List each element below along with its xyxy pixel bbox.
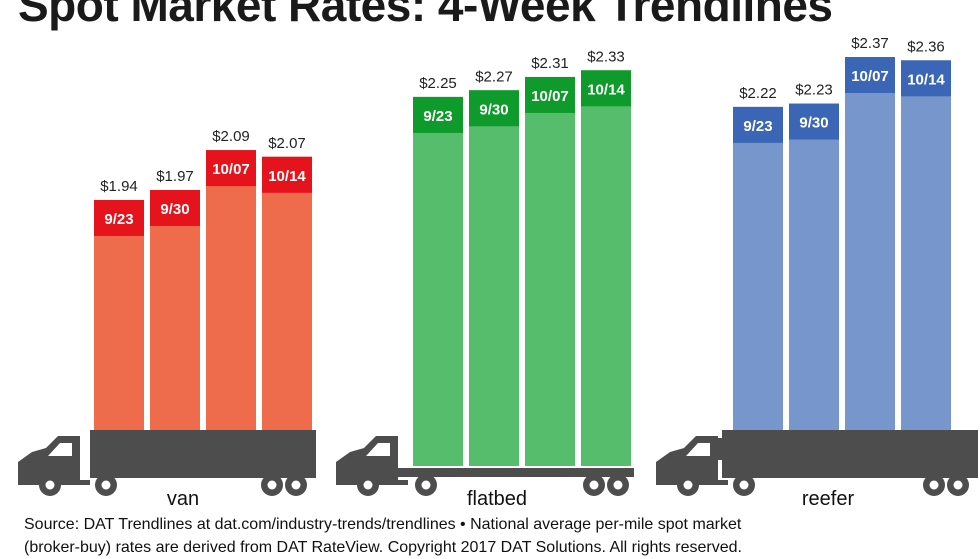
reefer-category-label-3: 10/07 [851, 68, 889, 85]
van-date-tag-4 [262, 156, 312, 193]
reefer-trailer [722, 430, 978, 478]
truck-trailer-icon [18, 430, 316, 496]
reefer-bar-2 [789, 103, 839, 430]
copyright-note: (broker-buy) rates are derived from DAT … [24, 539, 742, 556]
van-date-tag-2 [150, 190, 200, 227]
van-bar-2 [150, 190, 200, 430]
flatbed-panel: 9/23 $2.25 9/30 $2.27 10/07 $2.31 10/14 $2.33 fl… [336, 48, 634, 510]
reefer-panel: 9/23 $2.22 9/30 $2.23 10/07 $2.37 10/14 $2.36 re… [656, 35, 978, 510]
reefer-date-tag-4 [901, 60, 951, 97]
van-panel: 9/23 $1.94 9/30 $1.97 10/07 $2.09 10/14 $2.07 va… [18, 128, 316, 510]
van-bar-3 [206, 150, 256, 430]
flatbed-category-label-4: 10/14 [587, 81, 625, 98]
van-category-label-3: 10/07 [212, 161, 250, 178]
van-date-tag-1 [94, 200, 144, 236]
flatbed-category-label-2: 9/30 [479, 101, 508, 118]
reefer-rear-wheel-1-hub [929, 480, 939, 490]
reefer-axis-label: reefer [802, 488, 855, 510]
flatbed-category-label-3: 10/07 [531, 88, 569, 105]
flatbed-truck-icon [336, 436, 634, 496]
source-note: Source: DAT Trendlines at dat.com/indust… [24, 516, 742, 533]
van-category-label-2: 9/30 [160, 201, 189, 218]
reefer-category-label-1: 9/23 [743, 118, 772, 135]
van-value-label-3: $2.09 [212, 128, 250, 145]
reefer-cooling-unit [714, 438, 722, 460]
reefer-value-label-1: $2.22 [739, 85, 777, 102]
reefer-bar-3 [845, 57, 895, 430]
flatbed-front-wheel-hub [363, 480, 373, 490]
reefer-value-label-2: $2.23 [795, 82, 833, 99]
reefer-category-label-4: 10/14 [907, 71, 945, 88]
van-drive-wheel-hub [101, 480, 111, 490]
flatbed-value-label-3: $2.31 [531, 55, 569, 72]
van-category-label-1: 9/23 [104, 211, 133, 228]
van-front-wheel-hub [45, 480, 55, 490]
flatbed-bar-1 [413, 96, 463, 466]
flatbed-date-tag-1 [413, 96, 463, 133]
flatbed-date-tag-4 [581, 70, 631, 107]
flatbed-cab-window [366, 443, 390, 456]
flatbed-value-label-2: $2.27 [475, 68, 513, 85]
flatbed-bar-4 [581, 70, 631, 467]
van-value-label-2: $1.97 [156, 168, 194, 185]
van-rear-wheel-2-hub [291, 480, 301, 490]
reefer-cab-window [686, 443, 710, 456]
van-cab-window [48, 443, 72, 456]
van-bar-1 [94, 200, 144, 430]
van-rear-wheel-1-hub [267, 480, 277, 490]
reefer-rear-wheel-2-hub [953, 480, 963, 490]
van-date-tag-3 [206, 150, 256, 187]
flatbed-coupling [392, 476, 396, 484]
van-bar-4 [262, 156, 312, 430]
reefer-bar-1 [733, 106, 783, 430]
chart-title: Spot Market Rates: 4-Week Trendlines [18, 0, 833, 31]
reefer-value-label-3: $2.37 [851, 35, 889, 52]
flatbed-rear-wheel-2-hub [613, 480, 623, 490]
flatbed-drive-wheel-hub [421, 480, 431, 490]
flatbed-axis-label: flatbed [467, 488, 527, 510]
reefer-date-tag-2 [789, 103, 839, 140]
flatbed-deck [396, 468, 634, 477]
reefer-category-label-2: 9/30 [799, 115, 828, 132]
flatbed-date-tag-3 [525, 76, 575, 113]
van-value-label-4: $2.07 [268, 135, 306, 152]
reefer-front-wheel-hub [683, 480, 693, 490]
van-trailer [90, 430, 316, 478]
van-category-label-4: 10/14 [268, 168, 306, 185]
refrigerated-truck-icon [656, 430, 978, 496]
spot-rates-chart: 9/23 $1.94 9/30 $1.97 10/07 $2.09 10/14 $2.07 va… [18, 35, 978, 510]
van-value-label-1: $1.94 [100, 178, 138, 195]
van-axis-label: van [167, 488, 199, 510]
flatbed-value-label-1: $2.25 [419, 75, 457, 92]
flatbed-date-tag-2 [469, 90, 519, 127]
flatbed-rear-wheel-1-hub [589, 480, 599, 490]
flatbed-bar-3 [525, 76, 575, 466]
reefer-drive-wheel-hub [739, 480, 749, 490]
flatbed-bar-2 [469, 90, 519, 467]
flatbed-value-label-4: $2.33 [587, 48, 625, 65]
reefer-date-tag-1 [733, 106, 783, 143]
flatbed-category-label-1: 9/23 [423, 108, 452, 125]
reefer-date-tag-3 [845, 57, 895, 93]
reefer-value-label-4: $2.36 [907, 38, 945, 55]
reefer-bar-4 [901, 60, 951, 430]
footnote: Source: DAT Trendlines at dat.com/indust… [24, 513, 974, 559]
